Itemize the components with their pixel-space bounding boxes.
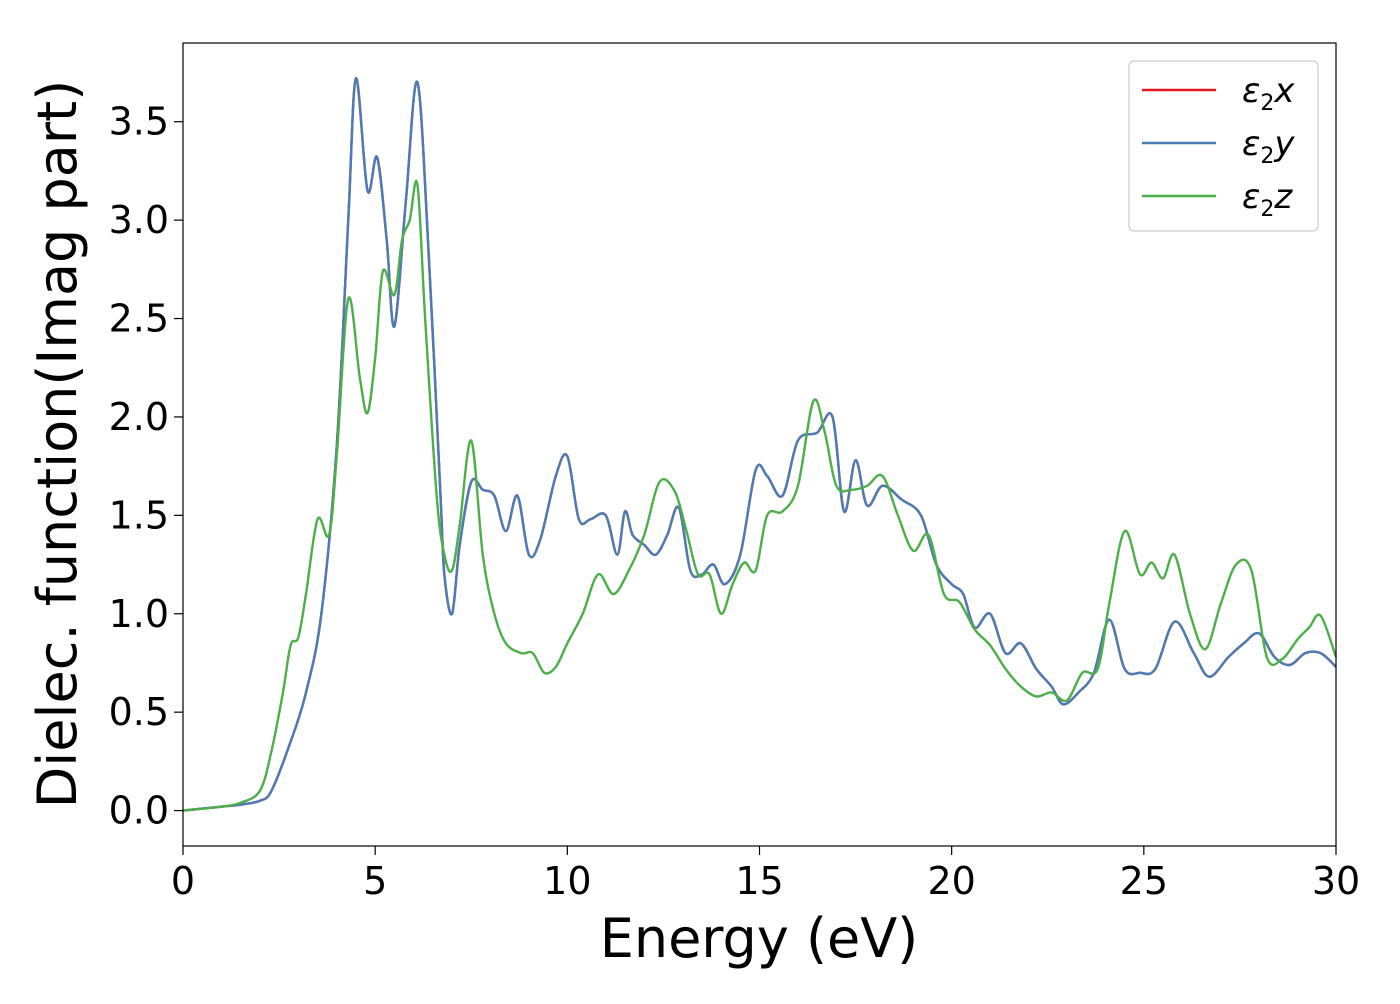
legend-label-base: ε (1242, 71, 1260, 111)
y-tick-label: 0.0 (109, 789, 169, 833)
legend-label-variable: y (1273, 124, 1295, 164)
legend-label: ε2z (1242, 177, 1293, 222)
series-line-z (182, 180, 1338, 812)
x-axis-ticks: 0 5 10 15 20 25 30 (171, 846, 1360, 903)
legend-box (1128, 60, 1319, 232)
x-axis-label: Energy (eV) (600, 907, 919, 970)
legend-label-subscript: 2 (1260, 197, 1274, 222)
legend-label-variable: z (1273, 177, 1293, 217)
legend-label-variable: x (1273, 71, 1295, 111)
x-tick-label: 10 (543, 859, 591, 903)
legend-label: ε2y (1242, 124, 1295, 169)
legend-label-base: ε (1242, 177, 1260, 217)
series-layer (182, 77, 1338, 812)
x-tick-label: 5 (363, 859, 387, 903)
x-tick-label: 0 (171, 859, 195, 903)
y-axis-label: Dielec. function(Imag part) (26, 80, 89, 809)
legend-label-subscript: 2 (1260, 91, 1274, 116)
x-tick-label: 20 (927, 859, 975, 903)
y-axis-ticks: 0.0 0.5 1.0 1.5 2.0 2.5 3.0 3.5 (109, 100, 183, 833)
legend-label-subscript: 2 (1260, 144, 1274, 169)
y-tick-label: 2.0 (109, 395, 169, 439)
y-tick-label: 3.0 (109, 198, 169, 242)
y-tick-label: 3.5 (109, 100, 169, 144)
x-tick-label: 15 (735, 859, 783, 903)
y-tick-label: 0.5 (109, 690, 169, 734)
legend-item-z: ε2z (1142, 177, 1293, 222)
y-tick-label: 1.5 (109, 493, 169, 537)
y-tick-label: 1.0 (109, 592, 169, 636)
legend-item-x: ε2x (1142, 71, 1295, 116)
x-tick-label: 30 (1312, 859, 1360, 903)
legend-label-base: ε (1242, 124, 1260, 164)
y-tick-label: 2.5 (109, 297, 169, 341)
x-tick-label: 25 (1120, 859, 1168, 903)
legend-label: ε2x (1242, 71, 1295, 116)
legend-item-y: ε2y (1142, 124, 1295, 169)
